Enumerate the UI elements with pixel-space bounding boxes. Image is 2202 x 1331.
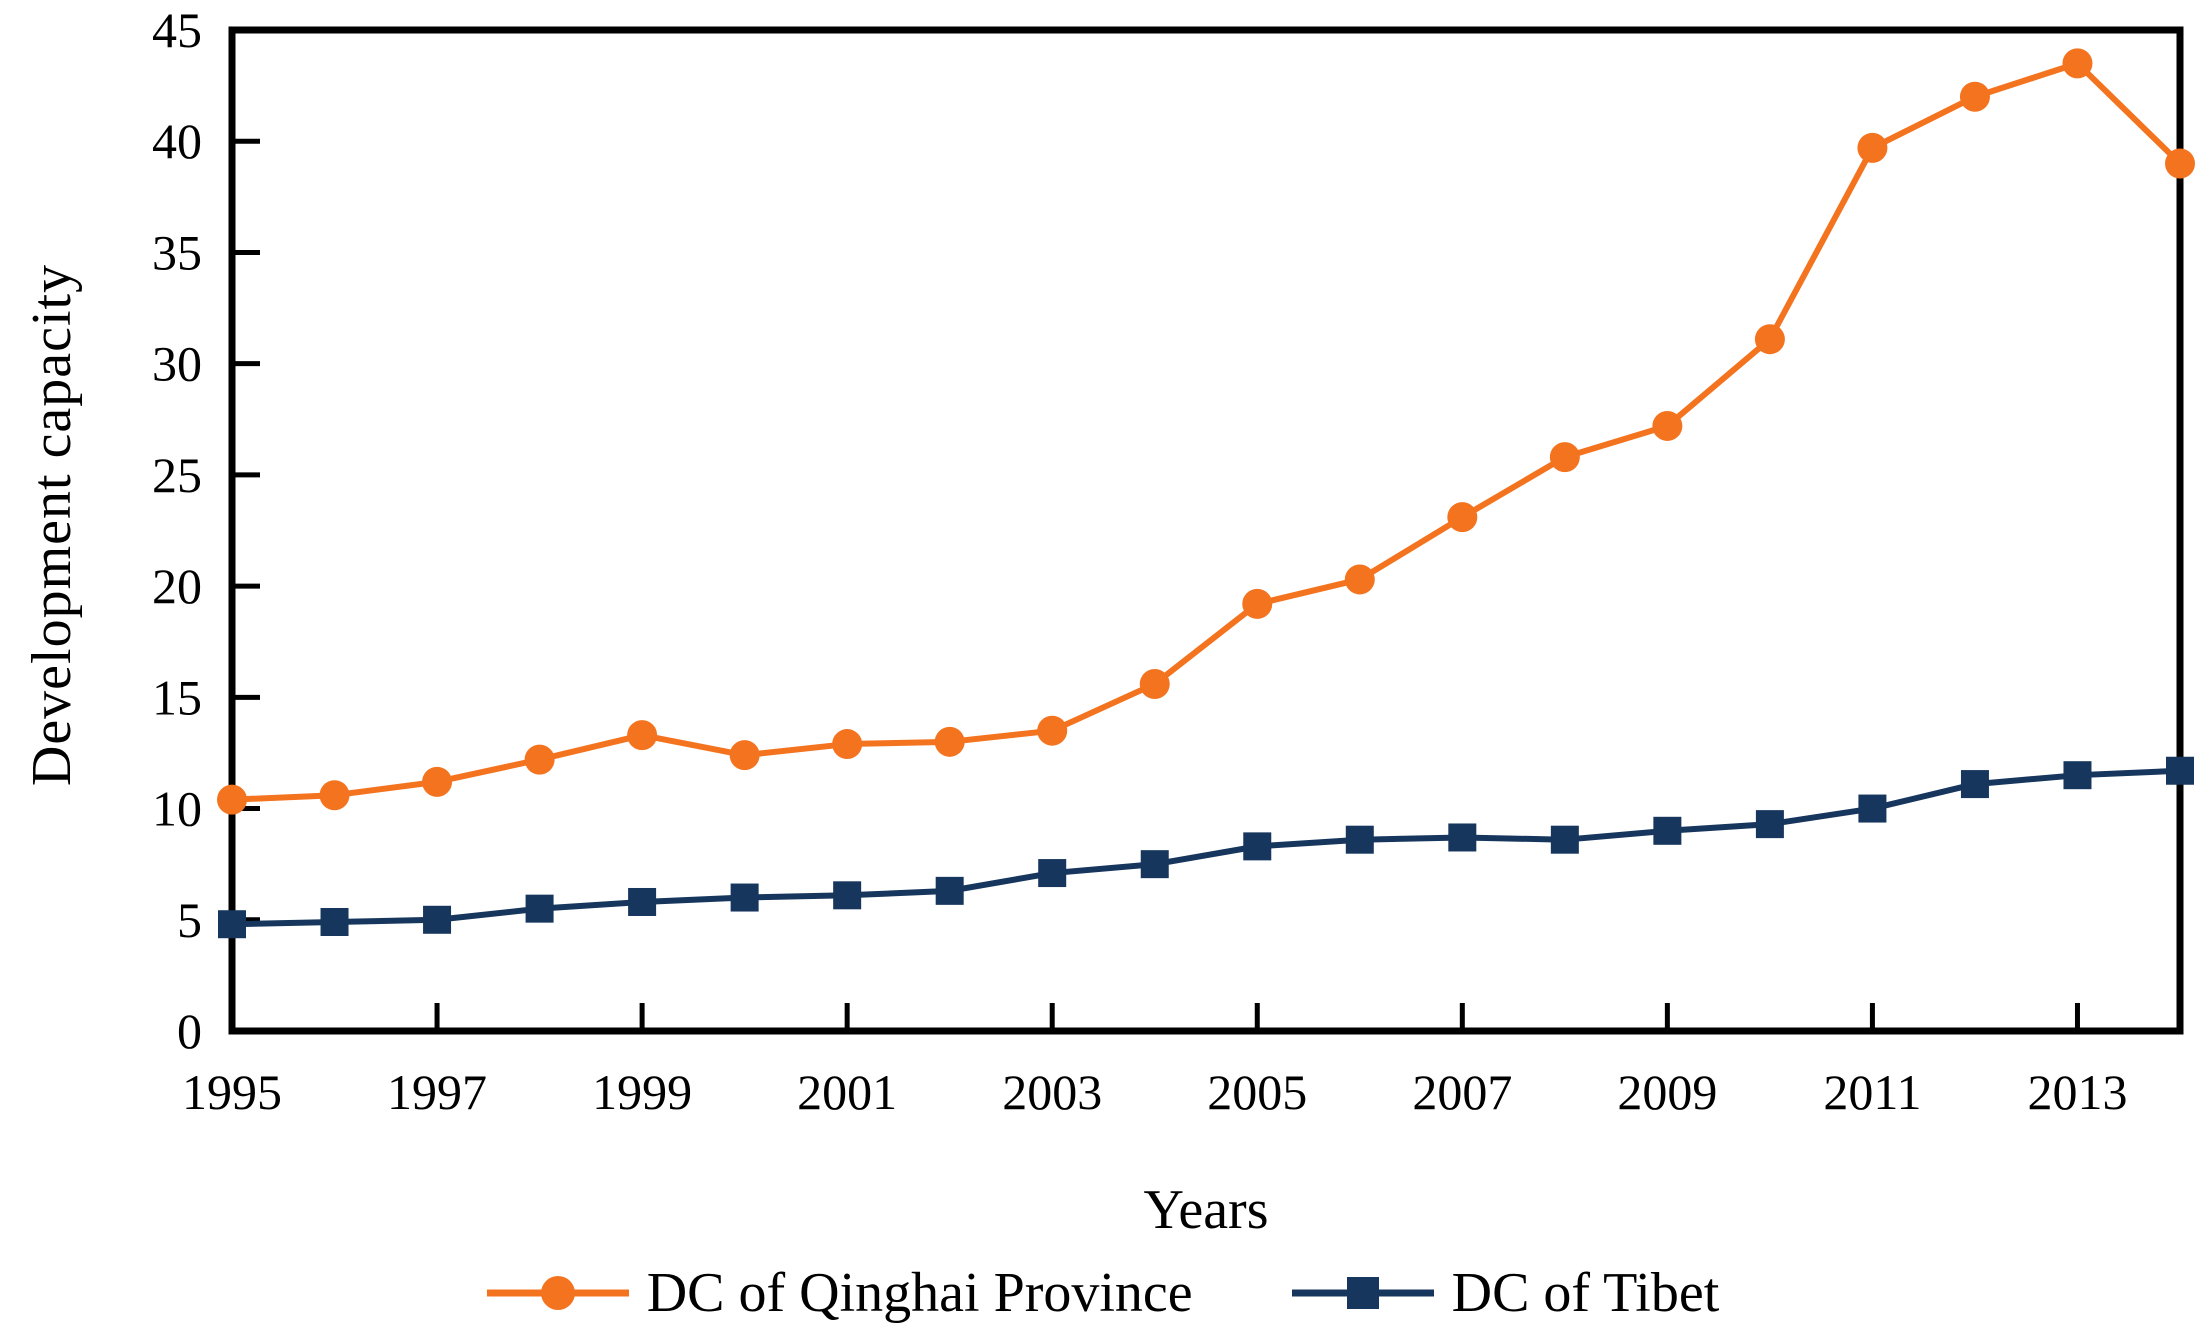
- data-point-qinghai: [217, 784, 247, 815]
- series-line-qinghai: [231, 60, 2183, 803]
- x-tick-label: 2009: [1617, 1064, 1717, 1120]
- legend-label-tibet: DC of Tibet: [1451, 1262, 1720, 1324]
- legend-item-tibet: DC of Tibet: [1288, 1261, 1720, 1325]
- data-point-tibet: [218, 910, 246, 939]
- data-point-tibet: [1755, 810, 1784, 839]
- y-tick-label: 45: [152, 2, 202, 58]
- data-point-tibet: [628, 887, 657, 916]
- data-point-qinghai: [422, 766, 453, 797]
- data-point-qinghai: [1549, 442, 1580, 473]
- y-tick-label: 20: [152, 558, 202, 614]
- data-point-tibet: [730, 883, 759, 912]
- data-point-tibet: [423, 905, 452, 934]
- y-tick-label: 0: [177, 1003, 202, 1059]
- plot-border: [228, 26, 2184, 1035]
- data-point-tibet: [935, 876, 964, 905]
- series-line-tibet: [231, 767, 2181, 928]
- data-point-qinghai: [1242, 588, 1273, 619]
- data-point-qinghai: [1344, 564, 1375, 595]
- data-point-qinghai: [832, 729, 863, 760]
- data-point-qinghai: [1754, 324, 1785, 355]
- x-tick-label: 2005: [1207, 1064, 1307, 1120]
- x-tick-label: 1999: [592, 1064, 692, 1120]
- y-tick-label: 5: [177, 892, 202, 948]
- data-point-qinghai: [524, 744, 555, 775]
- legend-label-qinghai: DC of Qinghai Province: [646, 1262, 1193, 1324]
- data-point-tibet: [2063, 761, 2092, 790]
- data-point-qinghai: [1652, 410, 1683, 441]
- data-point-tibet: [1140, 850, 1169, 879]
- data-point-tibet: [525, 894, 554, 923]
- data-point-qinghai: [2165, 148, 2195, 179]
- legend-item-qinghai: DC of Qinghai Province: [483, 1261, 1193, 1325]
- data-point-qinghai: [1037, 715, 1068, 746]
- data-point-qinghai: [2062, 48, 2093, 79]
- data-point-qinghai: [1857, 132, 1888, 163]
- y-tick-label: 10: [152, 781, 202, 837]
- x-tick-label: 2011: [1823, 1064, 1921, 1120]
- data-point-tibet: [1858, 794, 1887, 823]
- data-point-tibet: [1448, 823, 1477, 852]
- data-point-qinghai: [319, 780, 350, 811]
- data-point-tibet: [1345, 825, 1374, 854]
- y-tick-label: 40: [152, 113, 202, 169]
- data-point-tibet: [1038, 859, 1067, 888]
- data-point-qinghai: [1959, 81, 1990, 112]
- data-point-qinghai: [729, 740, 760, 771]
- data-point-qinghai: [627, 720, 658, 751]
- x-axis-title: Years: [1143, 1179, 1269, 1241]
- data-point-qinghai: [1447, 502, 1478, 533]
- y-tick-label: 25: [152, 447, 202, 503]
- x-tick-label: 2007: [1412, 1064, 1512, 1120]
- tibet-line-square-marker-icon: [1291, 1277, 1434, 1309]
- data-point-tibet: [1960, 770, 1989, 799]
- x-tick-label: 1995: [182, 1064, 282, 1120]
- data-point-tibet: [1653, 816, 1682, 845]
- data-point-tibet: [1243, 832, 1272, 861]
- y-axis-title: Development capacity: [21, 263, 83, 787]
- data-point-tibet: [2166, 756, 2194, 785]
- data-point-tibet: [1550, 825, 1579, 854]
- x-tick-label: 2003: [1002, 1064, 1102, 1120]
- x-tick-label: 2001: [797, 1064, 897, 1120]
- qinghai-line-circle-marker-icon: [486, 1276, 629, 1310]
- x-tick-label: 1997: [387, 1064, 487, 1120]
- data-point-qinghai: [1139, 668, 1170, 699]
- x-tick-label: 2013: [2027, 1064, 2127, 1120]
- data-point-tibet: [833, 881, 862, 910]
- y-tick-label: 35: [152, 224, 202, 280]
- data-point-qinghai: [934, 726, 965, 757]
- y-tick-label: 15: [152, 669, 202, 725]
- chart-legend: DC of Qinghai Province DC of Tibet: [0, 1258, 2202, 1328]
- y-tick-label: 30: [152, 336, 202, 392]
- data-point-tibet: [320, 908, 349, 937]
